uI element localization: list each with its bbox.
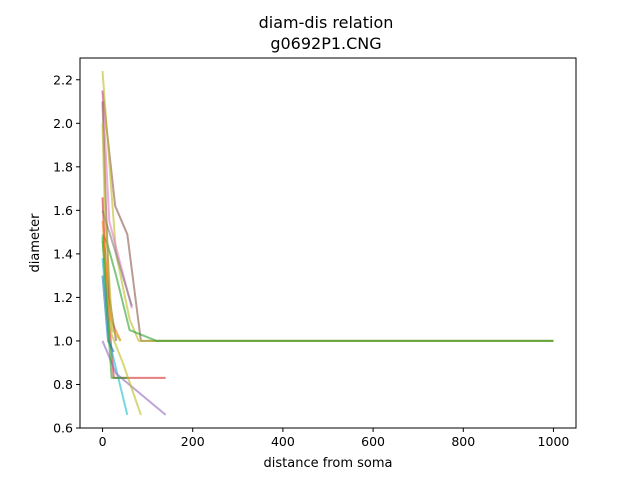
series-line-9 <box>101 275 115 353</box>
y-tick-label: 1.6 <box>53 203 73 218</box>
chart-subtitle: g0692P1.CNG <box>270 34 381 53</box>
y-tick-label: 1.0 <box>53 333 73 348</box>
series-line-8 <box>101 240 142 416</box>
x-tick-label: 400 <box>271 434 295 449</box>
series-line-10 <box>101 221 122 342</box>
y-tick-label: 0.6 <box>53 421 73 436</box>
plot-area <box>101 71 554 416</box>
x-tick-label: 200 <box>181 434 205 449</box>
x-axis: 0 200 400 600 800 1000 <box>99 428 570 449</box>
x-tick-label: 600 <box>361 434 385 449</box>
y-axis: 0.6 0.8 1.0 1.2 1.4 1.6 1.8 2.0 2.2 <box>53 72 80 436</box>
chart-title: diam-dis relation <box>259 13 394 32</box>
y-tick-label: 1.2 <box>53 290 73 305</box>
y-tick-label: 2.0 <box>53 116 73 131</box>
y-tick-label: 2.2 <box>53 72 73 87</box>
y-tick-label: 1.4 <box>53 246 73 261</box>
y-tick-label: 0.8 <box>53 377 73 392</box>
y-tick-label: 1.8 <box>53 159 73 174</box>
x-tick-label: 0 <box>99 434 107 449</box>
series-line-11 <box>101 236 128 379</box>
series-line-7 <box>101 340 167 416</box>
axes-frame <box>79 57 577 429</box>
x-tick-label: 1000 <box>538 434 570 449</box>
series-line-14 <box>101 123 122 342</box>
y-axis-label: diameter <box>28 213 43 273</box>
x-tick-label: 800 <box>451 434 475 449</box>
x-axis-label: distance from soma <box>264 456 393 471</box>
